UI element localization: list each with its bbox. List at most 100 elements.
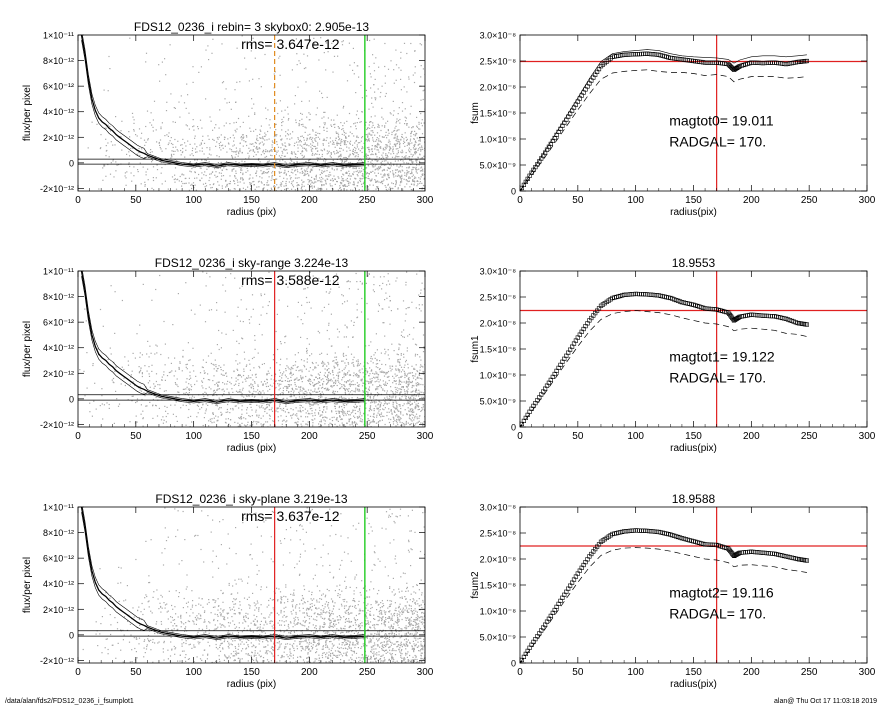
plot-frame	[77, 270, 426, 428]
profile-upper-line	[82, 507, 365, 637]
x-tick-label: 150	[243, 431, 260, 442]
x-tick-label: 50	[572, 667, 584, 678]
y-tick-label: 5.0×10⁻⁹	[480, 397, 517, 407]
y-tick-label: 6×10⁻¹²	[43, 554, 74, 564]
radgal-label: RADGAL= 170.	[669, 369, 766, 385]
panel-flux-3: rms= 3.637e-12 0 50 100 150 200 250 300 -2×10⁻¹²…	[22, 492, 434, 690]
rms-label: rms= 3.588e-12	[241, 272, 340, 288]
y-tick-label: 2×10⁻¹²	[43, 605, 74, 615]
x-tick-label: 250	[801, 195, 818, 206]
y-axis-label: fsum	[470, 102, 481, 124]
x-tick-label: 250	[801, 431, 818, 442]
y-tick-label: 1×10⁻¹¹	[43, 267, 74, 277]
x-tick-label: 100	[185, 431, 202, 442]
magtot-label: magtot0= 19.011	[669, 112, 774, 128]
x-tick-label: 150	[685, 431, 702, 442]
y-tick-label: 4×10⁻¹²	[43, 579, 74, 589]
radgal-label: RADGAL= 170.	[669, 605, 766, 621]
x-tick-label: 50	[130, 667, 142, 678]
x-axis-label: radius (pix)	[227, 207, 276, 218]
panel-title: 18.9553	[672, 256, 716, 270]
x-tick-label: 150	[685, 195, 702, 206]
y-tick-label: 0	[69, 394, 74, 404]
x-tick-label: 50	[130, 195, 142, 206]
y-tick-label: 3.0×10⁻⁸	[480, 31, 517, 41]
x-tick-label: 300	[417, 195, 434, 206]
y-axis-label: flux/per pixel	[22, 321, 33, 377]
x-tick-label: 100	[185, 667, 202, 678]
y-tick-label: 2.5×10⁻⁸	[480, 57, 517, 67]
x-tick-label: 0	[517, 431, 523, 442]
lower-curve	[520, 69, 807, 191]
x-tick-label: 0	[517, 195, 523, 206]
growth-curve	[520, 528, 809, 663]
x-tick-label: 300	[417, 667, 434, 678]
plot-area	[520, 35, 867, 191]
y-tick-label: 2.0×10⁻⁸	[480, 83, 517, 93]
y-tick-label: 6×10⁻¹²	[43, 82, 74, 92]
x-tick-label: 100	[627, 195, 644, 206]
y-tick-label: 2.0×10⁻⁸	[480, 319, 517, 329]
x-axis-label: radius(pix)	[670, 207, 717, 218]
x-tick-label: 0	[75, 195, 81, 206]
y-tick-label: 5.0×10⁻⁹	[480, 633, 517, 643]
y-tick-label: 1.5×10⁻⁸	[480, 345, 517, 355]
y-tick-label: 3.0×10⁻⁸	[480, 503, 517, 513]
y-tick-label: 2.0×10⁻⁸	[480, 555, 517, 565]
growth-point	[804, 322, 809, 327]
growth-curve	[520, 291, 809, 427]
x-tick-label: 0	[517, 667, 523, 678]
footer-stamp: alan@ Thu Oct 17 11:03:18 2019	[774, 698, 877, 705]
profile-upper-line	[82, 35, 365, 165]
x-tick-label: 50	[572, 195, 584, 206]
panel-title: FDS12_0236_i sky-range 3.224e-13	[155, 256, 349, 270]
y-tick-label: -2×10⁻¹²	[40, 420, 74, 430]
growth-point	[736, 315, 741, 320]
y-tick-label: -2×10⁻¹²	[40, 184, 74, 194]
x-tick-label: 250	[359, 195, 376, 206]
y-tick-label: 0	[69, 158, 74, 168]
profile-lower-line	[81, 276, 365, 404]
profile-line	[80, 271, 365, 403]
panel-fsum-1: magtot1= 19.122 RADGAL= 170. 0 50 100 150 200 2…	[470, 256, 876, 454]
x-tick-label: 250	[801, 667, 818, 678]
x-tick-label: 0	[75, 667, 81, 678]
growth-curve	[520, 51, 809, 191]
magtot-label: magtot1= 19.122	[669, 348, 775, 364]
growth-point	[804, 58, 809, 64]
x-tick-label: 50	[572, 431, 584, 442]
panel-title: 18.9588	[672, 492, 716, 506]
y-tick-label: -2×10⁻¹²	[40, 656, 74, 666]
x-tick-label: 150	[243, 195, 260, 206]
x-tick-label: 250	[359, 667, 376, 678]
x-tick-label: 100	[627, 667, 644, 678]
x-axis-label: radius (pix)	[227, 443, 276, 454]
x-axis-label: radius (pix)	[227, 679, 276, 690]
plot-area	[78, 35, 425, 191]
y-axis-label: fsum1	[470, 335, 481, 363]
y-tick-label: 5.0×10⁻⁹	[480, 161, 517, 171]
y-tick-label: 1.5×10⁻⁸	[480, 109, 517, 119]
pixel-scatter	[82, 507, 425, 663]
y-tick-label: 2×10⁻¹²	[43, 369, 74, 379]
y-tick-label: 1.0×10⁻⁸	[480, 607, 517, 617]
profile-lower-line	[81, 40, 365, 168]
y-tick-label: 4×10⁻¹²	[43, 107, 74, 117]
x-tick-label: 100	[185, 195, 202, 206]
plot-area	[78, 271, 425, 427]
rms-label: rms= 3.647e-12	[241, 36, 340, 52]
plot-area	[520, 507, 867, 663]
growth-point	[804, 558, 809, 563]
y-tick-label: 2.5×10⁻⁸	[480, 293, 517, 303]
y-tick-label: 1.0×10⁻⁸	[480, 135, 517, 145]
panel-title: FDS12_0236_i rebin= 3 skybox0: 2.905e-13	[134, 20, 369, 34]
y-tick-label: 1.5×10⁻⁸	[480, 581, 517, 591]
panel-flux-1: rms= 3.647e-12 0 50 100 150 200 250 300 -2×10⁻¹²…	[22, 20, 434, 218]
pixel-scatter	[87, 35, 425, 191]
plot-area	[78, 507, 425, 663]
y-tick-label: 1×10⁻¹¹	[43, 503, 74, 513]
y-tick-label: 3.0×10⁻⁸	[480, 267, 517, 277]
y-tick-label: 2.5×10⁻⁸	[480, 529, 517, 539]
x-tick-label: 300	[859, 431, 876, 442]
y-tick-label: 6×10⁻¹²	[43, 318, 74, 328]
